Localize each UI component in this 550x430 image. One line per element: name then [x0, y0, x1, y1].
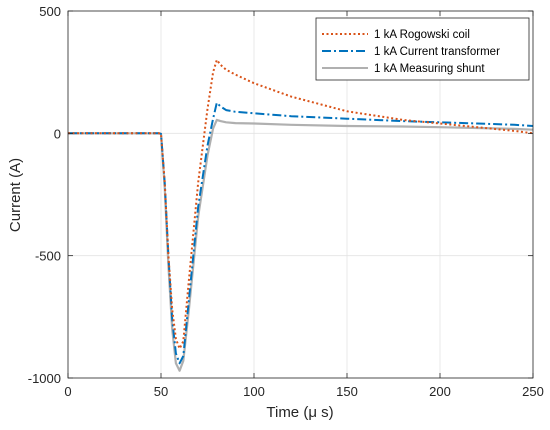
axis-ticks: 0 50 100 150 200 250 -1000 -500 0 500 [28, 4, 544, 399]
legend-label-rogowski: 1 kA Rogowski coil [374, 29, 470, 41]
y-axis-label: Current (A) [7, 158, 24, 232]
x-tick-label: 100 [243, 384, 265, 399]
legend: 1 kA Rogowski coil 1 kA Current transfor… [315, 17, 530, 81]
y-tick-label: 500 [39, 4, 61, 19]
legend-label-current-transformer: 1 kA Current transformer [374, 46, 500, 58]
legend-label-shunt: 1 kA Measuring shunt [374, 63, 485, 75]
y-tick-label: -1000 [28, 371, 61, 386]
x-tick-label: 50 [154, 384, 168, 399]
x-tick-label: 250 [522, 384, 544, 399]
y-tick-label: 0 [54, 126, 61, 141]
x-tick-label: 150 [336, 384, 358, 399]
x-tick-label: 200 [429, 384, 451, 399]
y-tick-label: -500 [35, 249, 61, 264]
plot-frame [67, 10, 534, 379]
x-axis-label: Time (μ s) [266, 404, 333, 421]
x-tick-label: 0 [64, 384, 71, 399]
series-lines [68, 58, 534, 372]
legend-box [315, 17, 530, 81]
